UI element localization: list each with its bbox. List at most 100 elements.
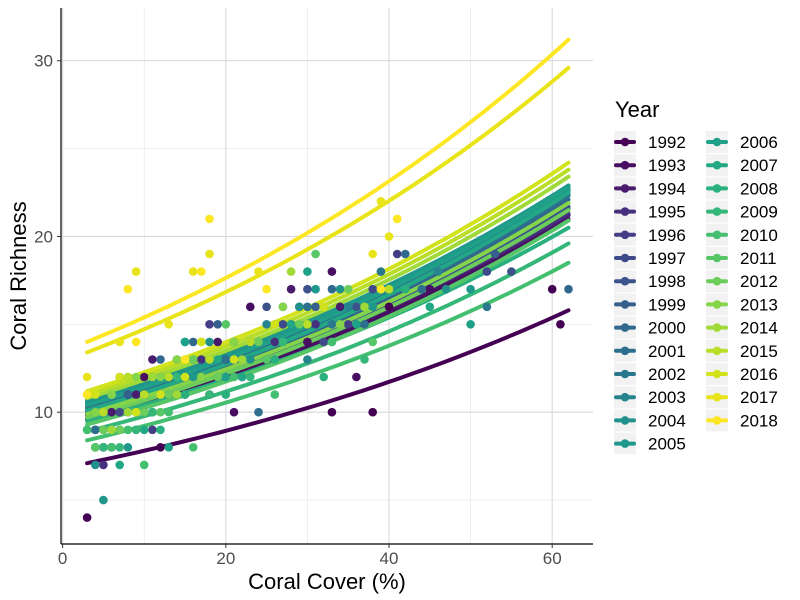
- point-2006: [221, 372, 231, 382]
- scatter-points: [82, 197, 573, 522]
- point-2012: [254, 337, 263, 347]
- legend-label: 2018: [740, 411, 778, 430]
- x-axis-title: Coral Cover (%): [248, 569, 406, 594]
- point-2010: [270, 390, 280, 399]
- point-2018: [376, 284, 386, 294]
- point-1997: [368, 284, 378, 294]
- legend-key-point: [712, 416, 722, 425]
- point-2010: [164, 407, 173, 417]
- point-1998: [303, 284, 312, 294]
- point-2016: [229, 355, 239, 364]
- point-1992: [156, 443, 165, 452]
- legend-item-2001: 2001: [614, 339, 686, 362]
- point-2013: [197, 372, 206, 382]
- legend-key-point: [620, 253, 630, 263]
- point-2001: [91, 425, 100, 435]
- point-2016: [319, 302, 329, 312]
- legend-label: 1992: [648, 133, 686, 152]
- point-2014: [148, 372, 157, 382]
- legend-item-1993: 1993: [614, 154, 686, 177]
- point-2000: [327, 284, 337, 294]
- legend-label: 2007: [740, 156, 778, 175]
- x-tick-label: 60: [543, 549, 562, 568]
- legend-key-point: [712, 207, 722, 216]
- point-2016: [180, 372, 190, 382]
- point-2015: [123, 372, 133, 382]
- point-2002: [482, 302, 492, 312]
- point-2001: [360, 320, 369, 329]
- legend-key-point: [712, 160, 722, 170]
- point-1995: [311, 320, 320, 329]
- point-2016: [91, 390, 100, 399]
- point-2014: [107, 425, 116, 435]
- legend-item-2000: 2000: [614, 316, 686, 339]
- point-1992: [556, 320, 565, 329]
- point-2017: [254, 267, 263, 276]
- point-2000: [401, 249, 410, 259]
- point-2018: [392, 214, 402, 224]
- point-2001: [417, 284, 427, 294]
- point-2005: [368, 302, 378, 312]
- legend-key-point: [712, 392, 722, 402]
- legend-item-1996: 1996: [614, 223, 686, 246]
- legend-label: 1996: [648, 226, 686, 245]
- fit-line-2015: [85, 167, 571, 397]
- point-2005: [466, 284, 475, 294]
- point-2017: [205, 249, 214, 259]
- point-2017: [115, 337, 124, 347]
- point-2015: [99, 407, 108, 417]
- point-2006: [180, 337, 190, 347]
- point-2007: [115, 460, 124, 470]
- legend-key-point: [620, 323, 630, 332]
- legend-key-point: [712, 184, 722, 193]
- legend-label: 2011: [740, 249, 777, 268]
- y-tick-label: 30: [34, 52, 53, 71]
- point-1995: [197, 355, 206, 364]
- point-2012: [213, 372, 222, 382]
- point-1994: [213, 337, 222, 347]
- legend-item-2004: 2004: [614, 409, 686, 432]
- legend-key-point: [712, 253, 722, 263]
- legend-key-point: [712, 369, 722, 379]
- point-2012: [115, 425, 124, 435]
- point-1993: [425, 284, 435, 294]
- x-tick-label: 0: [58, 549, 67, 568]
- point-2017: [384, 232, 394, 241]
- legend-label: 2013: [740, 295, 778, 314]
- point-2015: [384, 284, 394, 294]
- legend-item-1992: 1992: [614, 131, 686, 153]
- point-2010: [188, 443, 198, 452]
- fit-lines: [85, 37, 571, 466]
- point-2013: [107, 390, 116, 399]
- point-1994: [107, 407, 116, 417]
- point-2007: [286, 320, 296, 329]
- legend-item-2017: 2017: [706, 386, 778, 409]
- point-2009: [115, 443, 124, 452]
- point-2018: [205, 214, 214, 224]
- legend-item-2016: 2016: [706, 363, 778, 385]
- point-2013: [131, 372, 141, 382]
- point-2007: [425, 302, 435, 312]
- point-1998: [507, 267, 516, 276]
- legend-key-point: [620, 392, 630, 402]
- legend-label: 2005: [648, 435, 686, 454]
- legend-item-2006: 2006: [706, 131, 778, 153]
- point-2018: [262, 284, 271, 294]
- point-2000: [188, 337, 198, 347]
- point-2003: [343, 302, 353, 312]
- point-1993: [139, 372, 149, 382]
- point-2014: [286, 267, 296, 276]
- legend-label: 2016: [740, 365, 778, 384]
- point-2010: [107, 443, 116, 452]
- point-2001: [254, 407, 263, 417]
- point-1996: [148, 425, 157, 435]
- point-2011: [368, 337, 378, 347]
- legend-title: Year: [615, 97, 659, 122]
- point-2015: [139, 390, 149, 399]
- point-1992: [327, 407, 337, 417]
- point-2013: [156, 372, 165, 382]
- point-2016: [131, 407, 141, 417]
- legend-label: 2014: [740, 319, 778, 338]
- ticks: 0 20 40 60 10 20 30: [34, 52, 562, 568]
